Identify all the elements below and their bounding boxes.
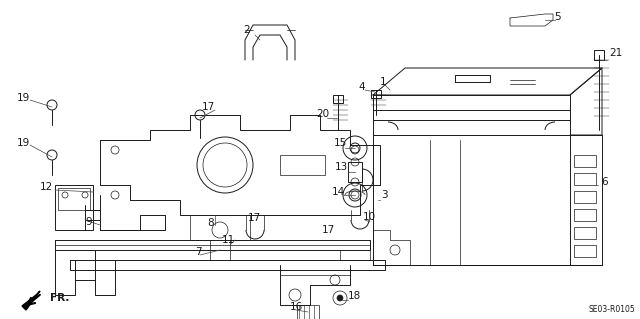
Text: 5: 5 [554,12,561,22]
Text: SE03-R0105: SE03-R0105 [588,306,635,315]
Circle shape [337,295,343,301]
Text: 8: 8 [207,218,214,228]
Text: 16: 16 [290,302,303,312]
Bar [574,245,596,257]
Bar [574,227,596,239]
Text: 17: 17 [248,213,261,223]
Bar [594,50,604,60]
Bar [371,90,381,98]
Text: 21: 21 [609,48,622,58]
Text: 18: 18 [348,291,361,301]
Text: 15: 15 [334,138,348,148]
Bar [574,209,596,221]
Bar [58,188,90,210]
Bar [574,155,596,167]
Text: 10: 10 [363,212,376,222]
Text: 11: 11 [222,235,236,245]
Text: 19: 19 [17,138,30,148]
Text: 1: 1 [380,77,387,87]
Text: 20: 20 [316,109,329,119]
Bar [348,162,362,182]
Bar [55,185,93,230]
Text: 6: 6 [601,177,607,187]
Text: 2: 2 [243,25,250,35]
Text: 17: 17 [202,102,215,112]
Bar [297,305,319,319]
Bar [574,173,596,185]
Text: 13: 13 [335,162,348,172]
Text: 14: 14 [332,187,345,197]
Text: 3: 3 [381,190,388,200]
Text: FR.: FR. [50,293,69,303]
Text: 7: 7 [195,247,202,257]
Text: 4: 4 [358,82,365,92]
Text: 19: 19 [17,93,30,103]
Bar [333,95,343,103]
Bar [574,191,596,203]
Text: 9: 9 [85,217,92,227]
Bar [280,155,325,175]
Polygon shape [22,291,40,310]
Text: 17: 17 [322,225,335,235]
Text: 12: 12 [40,182,53,192]
